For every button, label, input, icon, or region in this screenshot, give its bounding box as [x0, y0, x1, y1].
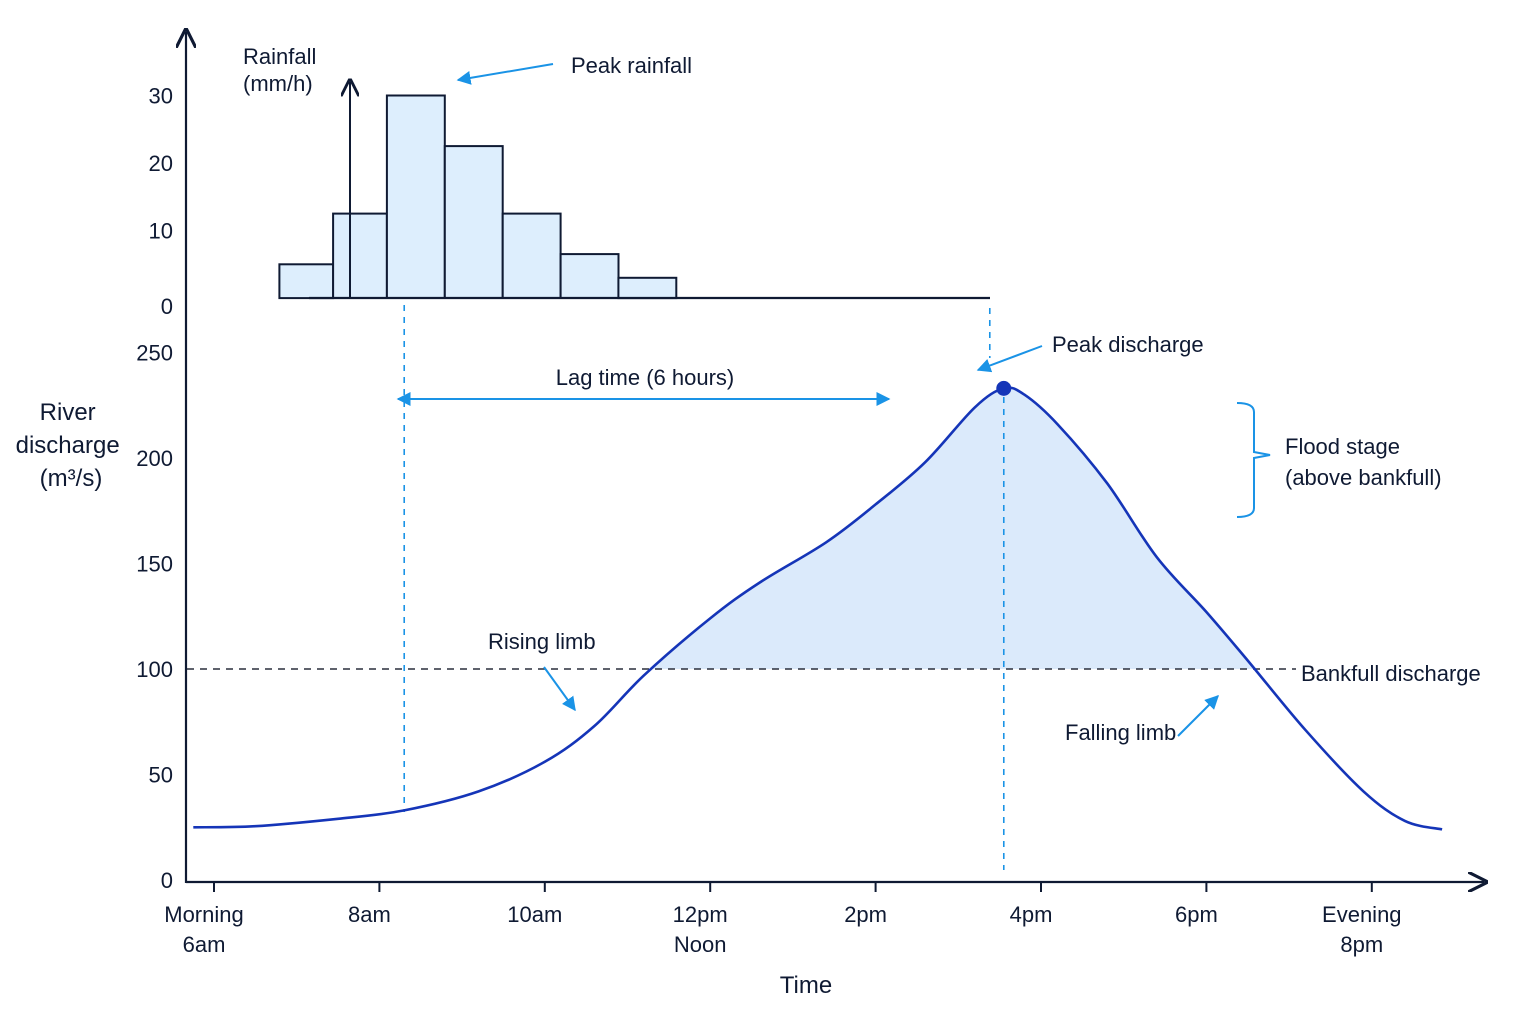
- x-tick-label: 8am: [348, 902, 391, 927]
- falling-limb-label: Falling limb: [1065, 720, 1176, 745]
- x-tick-label: Morning 6am: [164, 902, 243, 957]
- discharge-tick-label: 200: [136, 446, 173, 471]
- rainfall-bar: [278, 263, 335, 300]
- rainfall-title-line-2: (mm/h): [243, 71, 313, 96]
- y-axis-title-rainfall: Rainfall (mm/h): [243, 44, 323, 96]
- rising-limb-label: Rising limb: [488, 629, 596, 654]
- x-tick-label-line: 4pm: [1010, 902, 1053, 927]
- x-tick-label: 4pm: [1010, 902, 1053, 927]
- x-tick-label-line: 2pm: [844, 902, 887, 927]
- peak-rainfall-label: Peak rainfall: [571, 53, 692, 78]
- rainfall-tick-label: 10: [149, 219, 173, 244]
- x-tick-label-line: 10am: [507, 902, 562, 927]
- rainfall-bar: [501, 212, 562, 300]
- x-tick-label: 6pm: [1175, 902, 1218, 927]
- flood-stage-bracket: [1236, 402, 1271, 518]
- discharge-tick-label: 100: [136, 657, 173, 682]
- rainfall-tick-label: 20: [149, 151, 173, 176]
- rainfall-tick-label: 0: [161, 294, 173, 319]
- y-axis-title-line-1: River: [40, 399, 96, 426]
- rainfall-tick-label: 30: [149, 84, 173, 109]
- x-tick-label-line: 12pm: [673, 902, 728, 927]
- rainfall-bar: [617, 276, 678, 300]
- peak-discharge-point: [996, 380, 1012, 396]
- peak-discharge-arrow: [976, 345, 1043, 373]
- falling-limb-arrow: [1177, 695, 1219, 737]
- discharge-tick-label: 250: [136, 341, 173, 366]
- x-axis-title: Time: [780, 972, 832, 999]
- flood-stage-line-2: (above bankfull): [1285, 465, 1442, 490]
- y-axis-title-line-2: discharge: [16, 432, 120, 459]
- flood-stage-area: [193, 387, 1443, 669]
- x-tick-label: 12pm Noon: [673, 902, 728, 957]
- discharge-tick-label: 0: [161, 868, 173, 893]
- rising-limb-arrow: [543, 666, 576, 712]
- x-tick-label-line: 8pm: [1340, 932, 1383, 957]
- x-tick-label-line: Morning: [164, 902, 243, 927]
- rainfall-title-line-1: Rainfall: [243, 44, 316, 69]
- x-tick-label-line: 6am: [183, 932, 226, 957]
- rainfall-bar: [443, 145, 504, 299]
- bankfull-label: Bankfull discharge: [1301, 661, 1481, 686]
- discharge-tick-label: 50: [149, 763, 173, 788]
- rainfall-bar: [385, 94, 446, 299]
- flood-stage-label: Flood stage (above bankfull): [1285, 434, 1442, 490]
- x-tick-label: 10am: [507, 902, 562, 927]
- x-tick-label-line: 8am: [348, 902, 391, 927]
- y-axis-title-discharge: River discharge (m³/s): [16, 399, 127, 492]
- lag-time-label: Lag time (6 hours): [556, 365, 735, 390]
- flood-stage-line-1: Flood stage: [1285, 434, 1400, 459]
- x-tick-label-line: Noon: [674, 932, 727, 957]
- x-tick-label-line: Evening: [1322, 902, 1402, 927]
- peak-rainfall-arrow: [456, 63, 554, 85]
- peak-discharge-label: Peak discharge: [1052, 332, 1204, 357]
- discharge-curve: [193, 386, 1443, 831]
- x-tick-label: Evening 8pm: [1322, 902, 1402, 957]
- x-tick-label-line: 6pm: [1175, 902, 1218, 927]
- x-tick-label: 2pm: [844, 902, 887, 927]
- y-axis-title-line-3: (m³/s): [40, 465, 103, 492]
- rainfall-bar: [332, 212, 388, 300]
- rainfall-bar: [559, 253, 620, 300]
- discharge-tick-label: 150: [136, 552, 173, 577]
